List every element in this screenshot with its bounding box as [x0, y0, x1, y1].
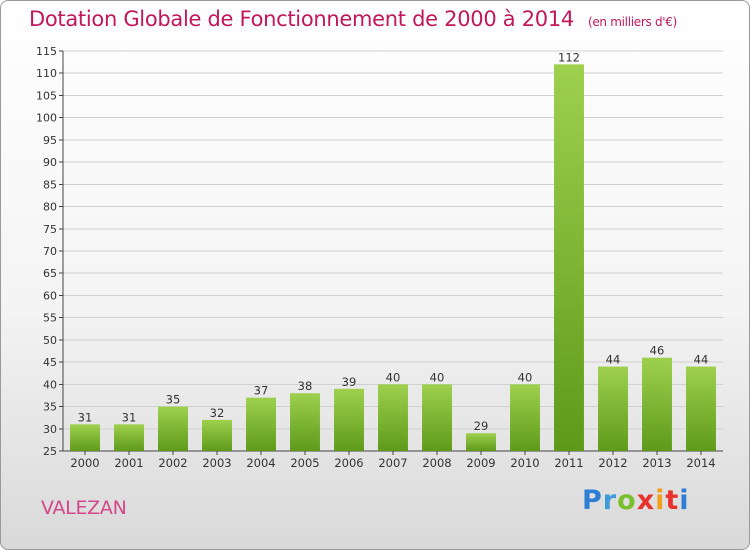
- bar-2008: [422, 384, 452, 451]
- value-label: 112: [558, 50, 580, 64]
- bar-2011: [554, 64, 584, 452]
- bar-2014: [686, 366, 716, 451]
- x-tick-label: 2002: [158, 456, 187, 470]
- x-tick-label: 2004: [246, 456, 275, 470]
- bar-2013: [642, 357, 672, 451]
- value-label: 44: [606, 353, 621, 367]
- value-label: 35: [166, 393, 181, 407]
- x-tick-label: 2003: [202, 456, 231, 470]
- y-tick-label: 30: [43, 423, 57, 436]
- x-tick-label: 2013: [642, 456, 671, 470]
- y-tick-label: 105: [36, 89, 57, 102]
- y-tick-label: 45: [43, 356, 57, 369]
- value-label: 31: [122, 410, 137, 424]
- y-tick-label: 60: [43, 289, 57, 302]
- value-label: 37: [254, 384, 269, 398]
- value-label: 40: [386, 370, 401, 384]
- bar-2005: [290, 393, 320, 451]
- x-tick-label: 2000: [70, 456, 99, 470]
- chart-unit-label: (en milliers d'€): [587, 15, 677, 29]
- value-label: 29: [474, 419, 489, 433]
- value-label: 40: [518, 370, 533, 384]
- x-tick-label: 2006: [334, 456, 363, 470]
- value-label: 40: [430, 370, 445, 384]
- y-tick-label: 70: [43, 245, 57, 258]
- x-tick-label: 2005: [290, 456, 319, 470]
- y-tick-label: 40: [43, 378, 57, 391]
- bar-2009: [466, 433, 496, 451]
- y-tick-label: 100: [36, 112, 57, 125]
- x-tick-label: 2010: [510, 456, 539, 470]
- x-tick-label: 2011: [554, 456, 583, 470]
- y-tick-label: 115: [36, 45, 57, 58]
- y-tick-label: 50: [43, 334, 57, 347]
- y-tick-label: 80: [43, 201, 57, 214]
- x-tick-label: 2008: [422, 456, 451, 470]
- bar-2003: [202, 419, 232, 451]
- chart-title-text: Dotation Globale de Fonctionnement de 20…: [29, 7, 574, 31]
- bar-2012: [598, 366, 628, 451]
- bar-2002: [158, 406, 188, 451]
- y-tick-label: 55: [43, 312, 57, 325]
- y-tick-label: 85: [43, 178, 57, 191]
- y-tick-label: 25: [43, 445, 57, 458]
- y-tick-label: 95: [43, 134, 57, 147]
- commune-name: VALEZAN: [41, 497, 127, 519]
- bar-2000: [70, 424, 100, 451]
- chart-title: Dotation Globale de Fonctionnement de 20…: [29, 7, 677, 31]
- bar-2006: [334, 388, 364, 451]
- y-tick-label: 65: [43, 267, 57, 280]
- x-tick-label: 2009: [466, 456, 495, 470]
- y-tick-label: 35: [43, 401, 57, 414]
- bar-2004: [246, 397, 276, 451]
- value-label: 38: [298, 379, 313, 393]
- proxiti-logo: Proxiti: [582, 485, 690, 516]
- x-tick-label: 2007: [378, 456, 407, 470]
- bar-2010: [510, 384, 540, 451]
- bar-2007: [378, 384, 408, 451]
- y-tick-label: 110: [36, 67, 57, 80]
- y-tick-label: 75: [43, 223, 57, 236]
- value-label: 44: [694, 353, 709, 367]
- value-label: 39: [342, 375, 357, 389]
- x-tick-label: 2014: [686, 456, 715, 470]
- value-label: 31: [78, 410, 93, 424]
- y-tick-label: 90: [43, 156, 57, 169]
- value-label: 46: [650, 344, 665, 358]
- value-label: 32: [210, 406, 225, 420]
- bar-2001: [114, 424, 144, 451]
- x-tick-label: 2012: [598, 456, 627, 470]
- x-tick-label: 2001: [114, 456, 143, 470]
